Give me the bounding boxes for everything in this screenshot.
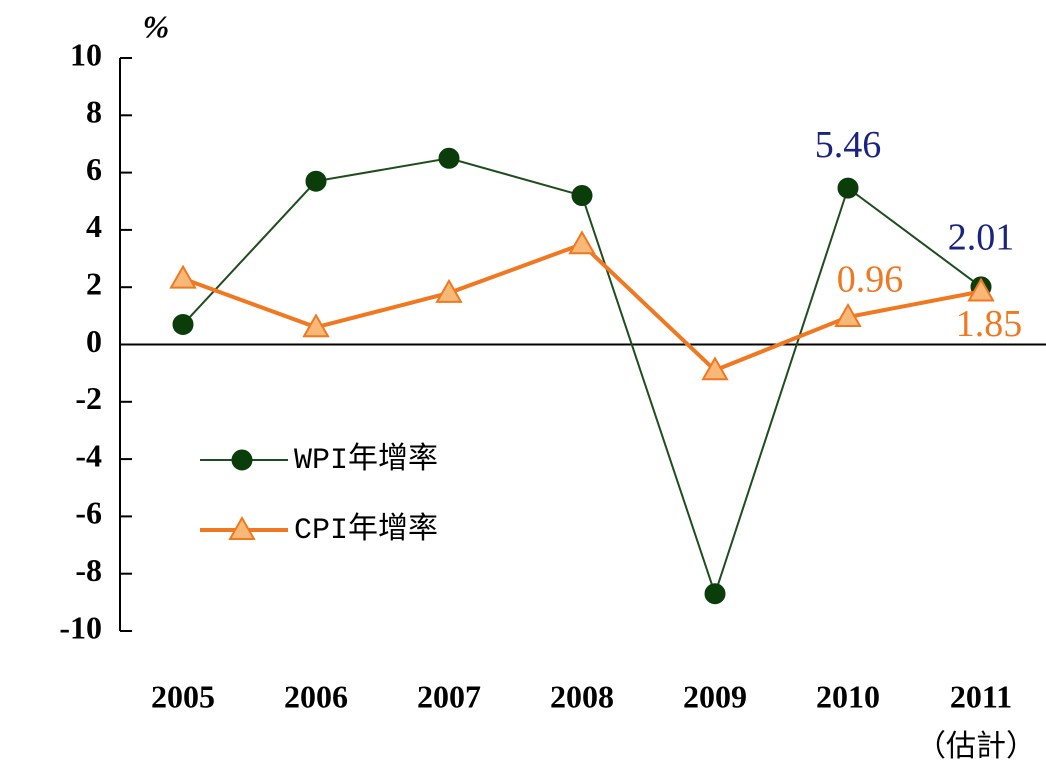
y-tick-label: -2 bbox=[75, 380, 102, 416]
x-tick-label: 2007 bbox=[417, 678, 481, 714]
point bbox=[571, 185, 593, 207]
legend-label: CPI年增率 bbox=[294, 512, 438, 548]
y-tick-label: -10 bbox=[59, 609, 102, 645]
point bbox=[172, 313, 194, 335]
point bbox=[568, 230, 596, 255]
data-label: 5.46 bbox=[815, 124, 882, 166]
y-tick-label: 0 bbox=[86, 323, 102, 359]
data-label: 2.01 bbox=[948, 217, 1015, 259]
x-tick-label: 2005 bbox=[151, 678, 215, 714]
y-tick-label: 6 bbox=[86, 151, 102, 187]
y-tick-label: 4 bbox=[86, 208, 102, 244]
y-tick-label: 2 bbox=[86, 266, 102, 302]
point bbox=[834, 302, 862, 327]
y-axis-label: % bbox=[143, 8, 170, 44]
point bbox=[837, 177, 859, 199]
x-tick-label: 2006 bbox=[284, 678, 348, 714]
y-tick-label: -8 bbox=[75, 552, 102, 588]
y-tick-label: -4 bbox=[75, 437, 102, 473]
y-tick-label: -6 bbox=[75, 495, 102, 531]
point bbox=[302, 313, 330, 338]
point bbox=[701, 356, 729, 381]
point bbox=[305, 170, 327, 192]
point bbox=[438, 147, 460, 169]
point bbox=[231, 449, 253, 471]
point bbox=[435, 278, 463, 303]
y-tick-label: 10 bbox=[70, 36, 102, 72]
legend-label: WPI年增率 bbox=[294, 442, 438, 478]
x-tick-label: 2010 bbox=[816, 678, 880, 714]
point bbox=[704, 583, 726, 605]
x-tick-label: 2008 bbox=[550, 678, 614, 714]
point bbox=[967, 277, 995, 302]
y-tick-label: 8 bbox=[86, 94, 102, 130]
x-tick-label: 2009 bbox=[683, 678, 747, 714]
data-label: 0.96 bbox=[837, 259, 904, 301]
x-annotation: （估計） bbox=[916, 730, 1036, 766]
point bbox=[169, 264, 197, 289]
point bbox=[228, 515, 256, 540]
x-tick-label: 2011 bbox=[950, 678, 1012, 714]
data-label: 1.85 bbox=[956, 303, 1023, 345]
